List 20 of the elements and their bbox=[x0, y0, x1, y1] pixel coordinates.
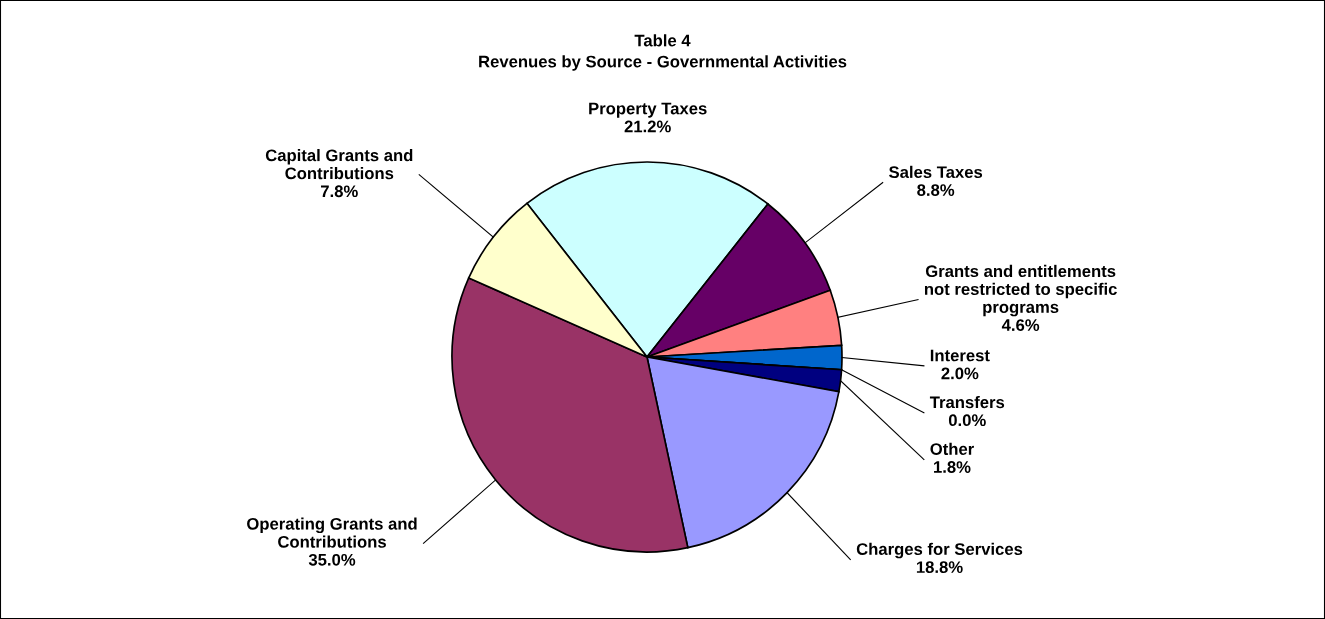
data-label: 18.8% bbox=[916, 561, 963, 574]
data-label: 4.6% bbox=[1001, 319, 1040, 331]
data-label: 7.8% bbox=[321, 185, 358, 198]
slice-label: Grants and entitlements not restricted to specific programs bbox=[924, 264, 1117, 317]
slice-label: Capital Grants and Contributions bbox=[265, 149, 413, 180]
text: 0.0% bbox=[948, 414, 986, 427]
data-label: 8.8% bbox=[917, 184, 955, 196]
data-label: 2.0% bbox=[941, 367, 979, 380]
data-label: 21.2% bbox=[624, 120, 671, 133]
category-label: Transfers bbox=[929, 395, 1005, 409]
slice-label: Operating Grants and Contributions bbox=[247, 517, 417, 548]
slice-label: Property Taxes bbox=[589, 102, 707, 118]
slice-label: Interest bbox=[930, 349, 990, 362]
chart-title: Table 4 bbox=[634, 34, 691, 47]
chart-subtitle: Revenues by Source - Governmental Activities bbox=[479, 55, 847, 71]
data-label: 35.0% bbox=[308, 553, 356, 566]
slice-label: Charges for Services bbox=[856, 542, 1023, 559]
data-label: 1.8% bbox=[934, 461, 971, 473]
slice-label: Other bbox=[930, 442, 974, 455]
slice-label: Sales Taxes bbox=[889, 165, 983, 179]
